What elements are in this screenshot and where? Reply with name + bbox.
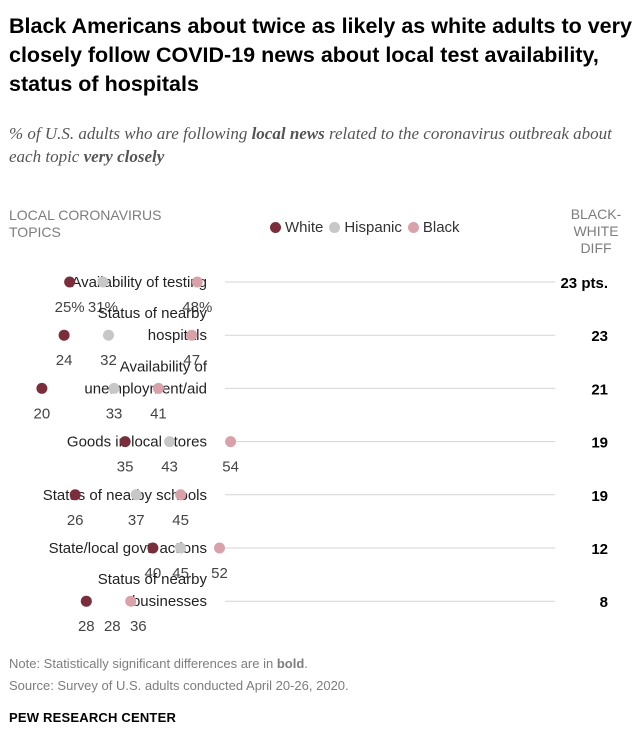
note-end: .: [304, 656, 308, 671]
dot-black-goods-in-local-stores: [225, 436, 237, 448]
value-label-black-state-local-govt-actions: 52: [211, 565, 228, 582]
dot-plot: Availability of testing 25% 31% 48% 23 pts. S…: [34, 274, 608, 635]
value-label-black-goods-in-local-stores: 54: [222, 459, 239, 476]
category-label-line: Status of nearby schools: [43, 487, 207, 504]
diff-label-state-local-govt-actions: 12: [591, 541, 608, 558]
dot-hispanic-availability-of-unemployment-aid: [108, 382, 120, 394]
chart-title: Black Americans about twice as likely as…: [9, 14, 632, 96]
category-label-availability-of-testing: Availability of testing: [71, 274, 207, 291]
legend-item-hispanic: Hispanic: [329, 219, 402, 236]
diff-label-availability-of-testing: 23 pts.: [560, 275, 608, 292]
note-bold-word: bold: [276, 656, 305, 671]
topics-column-header: LOCAL CORONAVIRUS TOPICS: [9, 207, 162, 240]
legend-label-white: White: [285, 219, 324, 236]
dot-black-state-local-govt-actions: [214, 542, 225, 554]
legend-dot-white: [270, 222, 281, 233]
value-label-hispanic-status-of-nearby-schools: 37: [128, 512, 145, 529]
value-label-hispanic-availability-of-testing: 31%: [88, 299, 118, 316]
value-label-black-status-of-nearby-businesses: 36: [130, 618, 147, 635]
dot-black-availability-of-testing: [191, 276, 203, 288]
value-label-hispanic-status-of-nearby-hospitals: 32: [100, 352, 117, 369]
diff-label-status-of-nearby-schools: 19: [591, 488, 608, 505]
legend-item-black: Black: [407, 219, 460, 236]
value-label-white-status-of-nearby-schools: 26: [67, 512, 84, 529]
legend-label-hispanic: Hispanic: [344, 219, 402, 236]
dot-white-availability-of-testing: [64, 276, 76, 288]
value-label-white-state-local-govt-actions: 40: [145, 565, 162, 582]
category-label-line: hospitals: [148, 327, 207, 344]
chart-legend: White Hispanic Black: [270, 219, 466, 236]
subtitle-part-2: related to the coronavirus outbreak abou…: [9, 124, 612, 166]
category-label-line: Availability of: [120, 358, 208, 375]
dot-black-availability-of-unemployment-aid: [152, 382, 164, 394]
value-label-white-availability-of-testing: 25%: [55, 299, 85, 316]
dot-white-status-of-nearby-hospitals: [58, 329, 70, 341]
diff-label-availability-of-unemployment-aid: 21: [591, 381, 608, 398]
category-label-line: Status of nearby: [98, 305, 208, 322]
dot-hispanic-availability-of-testing: [97, 276, 109, 288]
legend-dot-hispanic: [329, 222, 341, 233]
dot-hispanic-status-of-nearby-schools: [130, 489, 142, 501]
dot-hispanic-status-of-nearby-hospitals: [103, 329, 114, 341]
value-label-black-availability-of-testing: 48%: [182, 299, 212, 316]
dot-hispanic-goods-in-local-stores: [164, 436, 176, 448]
value-label-hispanic-goods-in-local-stores: 43: [161, 459, 178, 476]
category-label-state-local-govt-actions: State/local govt. actions: [49, 540, 207, 557]
dot-white-status-of-nearby-businesses: [80, 595, 92, 607]
value-label-hispanic-status-of-nearby-businesses: 28: [104, 618, 121, 635]
diff-label-status-of-nearby-businesses: 8: [600, 594, 608, 611]
diff-column-header: BLACK-WHITE DIFF: [570, 206, 622, 256]
legend-dot-black: [407, 222, 419, 233]
category-label-goods-in-local-stores: Goods in local stores: [67, 434, 207, 451]
dot-black-status-of-nearby-schools: [175, 489, 187, 501]
diff-label-goods-in-local-stores: 19: [591, 435, 608, 452]
value-label-white-availability-of-unemployment-aid: 20: [34, 405, 51, 422]
category-label-status-of-nearby-businesses: Status of nearby businesses: [98, 571, 208, 610]
value-label-hispanic-availability-of-unemployment-aid: 33: [106, 405, 123, 422]
dot-white-availability-of-unemployment-aid: [36, 382, 48, 394]
dot-black-status-of-nearby-hospitals: [186, 329, 198, 341]
legend-item-white: White: [270, 219, 323, 236]
chart-subtitle: % of U.S. adults who are following local…: [9, 122, 634, 168]
subtitle-bold-1: local news: [251, 124, 325, 143]
subtitle-part-1: % of U.S. adults who are following: [9, 124, 252, 143]
value-label-black-availability-of-unemployment-aid: 41: [150, 405, 167, 422]
brand-logo-text: PEW RESEARCH CENTER: [9, 710, 177, 725]
category-label-line: State/local govt. actions: [49, 540, 207, 557]
category-label-line: unemployment/aid: [84, 380, 207, 397]
subtitle-bold-2: very closely: [83, 147, 165, 166]
value-label-black-status-of-nearby-hospitals: 47: [183, 352, 200, 369]
dot-white-state-local-govt-actions: [147, 542, 159, 554]
value-label-hispanic-state-local-govt-actions: 45: [172, 565, 189, 582]
dot-black-status-of-nearby-businesses: [125, 595, 137, 607]
value-label-white-status-of-nearby-hospitals: 24: [56, 352, 73, 369]
category-label-line: businesses: [132, 593, 207, 610]
footnote: Note: Statistically significant differen…: [9, 655, 308, 673]
legend-label-black: Black: [422, 219, 460, 236]
category-label-line: Availability of testing: [71, 274, 207, 291]
value-label-white-status-of-nearby-businesses: 28: [78, 618, 95, 635]
category-label-line: Status of nearby: [98, 571, 208, 588]
dot-white-goods-in-local-stores: [119, 436, 131, 448]
value-label-white-goods-in-local-stores: 35: [117, 459, 134, 476]
source-note: Source: Survey of U.S. adults conducted …: [9, 678, 349, 693]
category-label-line: Goods in local stores: [67, 434, 207, 451]
diff-label-status-of-nearby-hospitals: 23: [591, 328, 608, 345]
dot-hispanic-state-local-govt-actions: [175, 542, 187, 554]
dot-white-status-of-nearby-schools: [69, 489, 81, 501]
note-text: Note: Statistically significant differen…: [9, 656, 277, 671]
value-label-black-status-of-nearby-schools: 45: [172, 512, 189, 529]
category-label-status-of-nearby-schools: Status of nearby schools: [43, 487, 207, 504]
